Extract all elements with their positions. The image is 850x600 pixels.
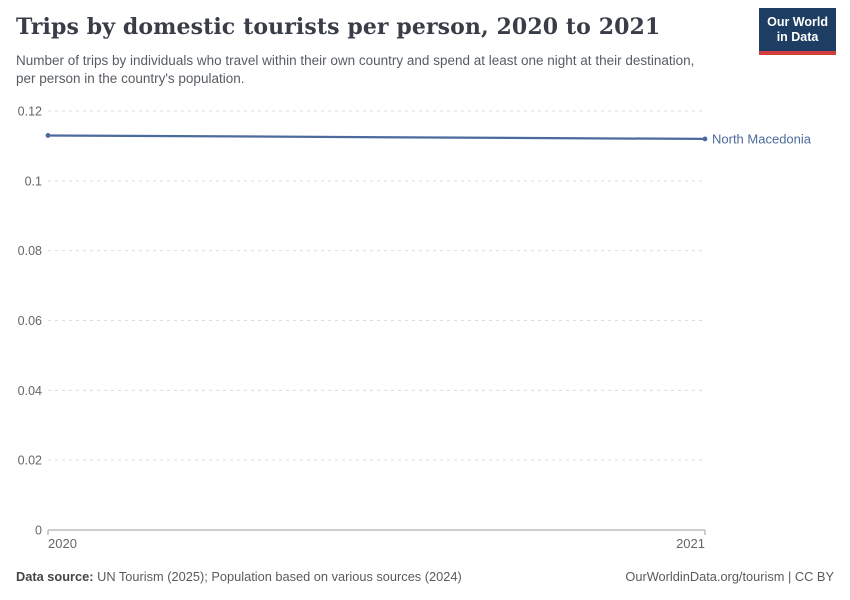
series-line[interactable] xyxy=(47,134,706,141)
series-label[interactable]: North Macedonia xyxy=(712,131,812,146)
data-source-note: Data source: UN Tourism (2025); Populati… xyxy=(16,569,462,584)
y-tick-label: 0.12 xyxy=(18,105,42,119)
chart-title: Trips by domestic tourists per person, 2… xyxy=(16,14,661,40)
owid-logo[interactable]: Our World in Data xyxy=(759,8,836,55)
owid-logo-line2: in Data xyxy=(776,29,819,44)
y-tick-label: 0.1 xyxy=(25,174,42,188)
y-tick-label: 0.04 xyxy=(18,384,42,398)
y-tick-label: 0.02 xyxy=(18,454,42,468)
x-tick-label: 2020 xyxy=(48,536,77,551)
series-endpoint-dot[interactable] xyxy=(45,133,51,138)
owid-logo-line1: Our World xyxy=(767,15,828,29)
chart-subtitle: Number of trips by individuals who trave… xyxy=(16,53,695,87)
y-tick-label: 0.08 xyxy=(18,244,42,258)
data-source-text: UN Tourism (2025); Population based on v… xyxy=(93,569,462,584)
data-source-label: Data source: xyxy=(16,569,94,584)
x-tick-label: 2021 xyxy=(676,536,705,551)
y-tick-label: 0.06 xyxy=(18,314,42,328)
y-tick-label: 0 xyxy=(35,524,42,538)
footer: Data source: UN Tourism (2025); Populati… xyxy=(0,566,850,592)
series-endpoint-dot[interactable] xyxy=(702,136,708,142)
footer-rights-link[interactable]: OurWorldinData.org/tourism | CC BY xyxy=(625,569,834,584)
